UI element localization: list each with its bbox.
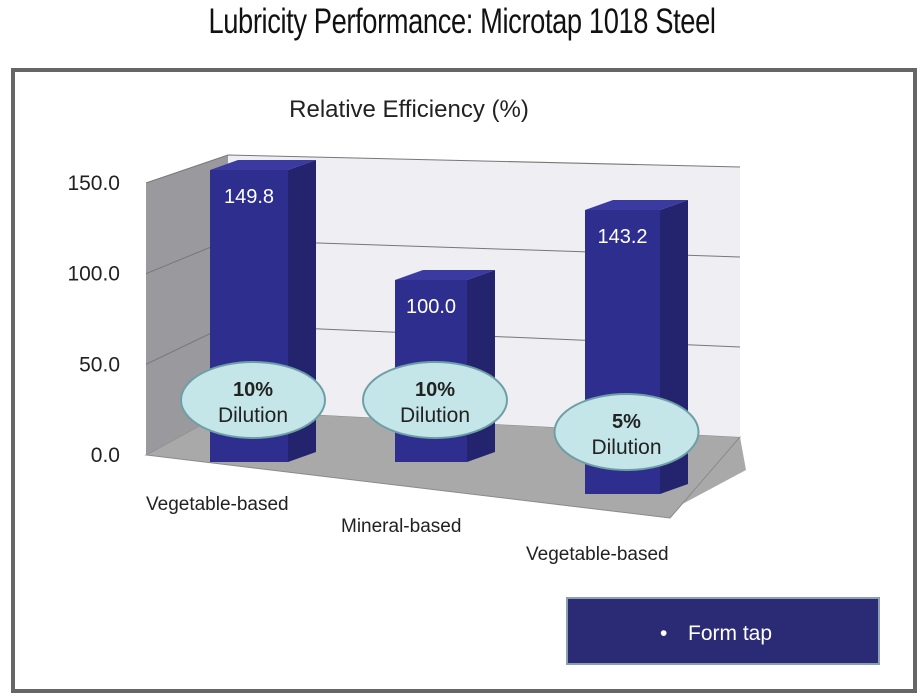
dilution-percent: 10% [415, 379, 455, 401]
dilution-percent: 10% [233, 379, 273, 401]
gridline [145, 154, 741, 184]
y-axis-ticks: 0.0 50.0 100.0 150.0 [67, 172, 120, 467]
bar-group: 100.0 10% Dilution [362, 270, 508, 462]
bar-top [585, 200, 688, 210]
dilution-bubble [362, 361, 508, 439]
bar-top [395, 270, 495, 280]
legend-box [566, 597, 880, 665]
y-tick-label: 0.0 [91, 444, 120, 467]
dilution-label: Dilution [218, 404, 288, 427]
legend: • Form tap [566, 597, 880, 665]
legend-entry-form-tap: Form tap [688, 622, 772, 645]
chart-title: Relative Efficiency (%) [289, 96, 529, 123]
category-labels: Vegetable-based Mineral-based Vegetable-ba… [146, 494, 669, 565]
page-title: Lubricity Performance: Microtap 1018 Ste… [208, 2, 716, 41]
bar-group: 149.8 10% Dilution [180, 160, 326, 462]
y-tick-label: 100.0 [67, 263, 120, 286]
category-label: Mineral-based [341, 516, 461, 537]
dilution-bubble [553, 393, 700, 471]
bar-group: 143.2 5% Dilution [553, 200, 700, 494]
bar-value-label: 149.8 [224, 186, 274, 208]
bars: 149.8 10% Dilution 100.0 10% Dilution 143.2 5% D… [180, 160, 700, 494]
dilution-label: Dilution [400, 404, 470, 427]
category-label: Vegetable-based [146, 494, 289, 515]
bar-value-label: 100.0 [406, 296, 456, 318]
dilution-percent: 5% [612, 411, 641, 433]
category-label: Vegetable-based [526, 544, 669, 565]
dilution-label: Dilution [591, 436, 661, 459]
y-tick-label: 50.0 [79, 353, 120, 376]
y-tick-label: 150.0 [67, 172, 120, 195]
dilution-bubble [180, 361, 326, 439]
bar-value-label: 143.2 [597, 226, 647, 248]
legend-marker: • [660, 622, 667, 645]
bar-top [210, 160, 316, 170]
